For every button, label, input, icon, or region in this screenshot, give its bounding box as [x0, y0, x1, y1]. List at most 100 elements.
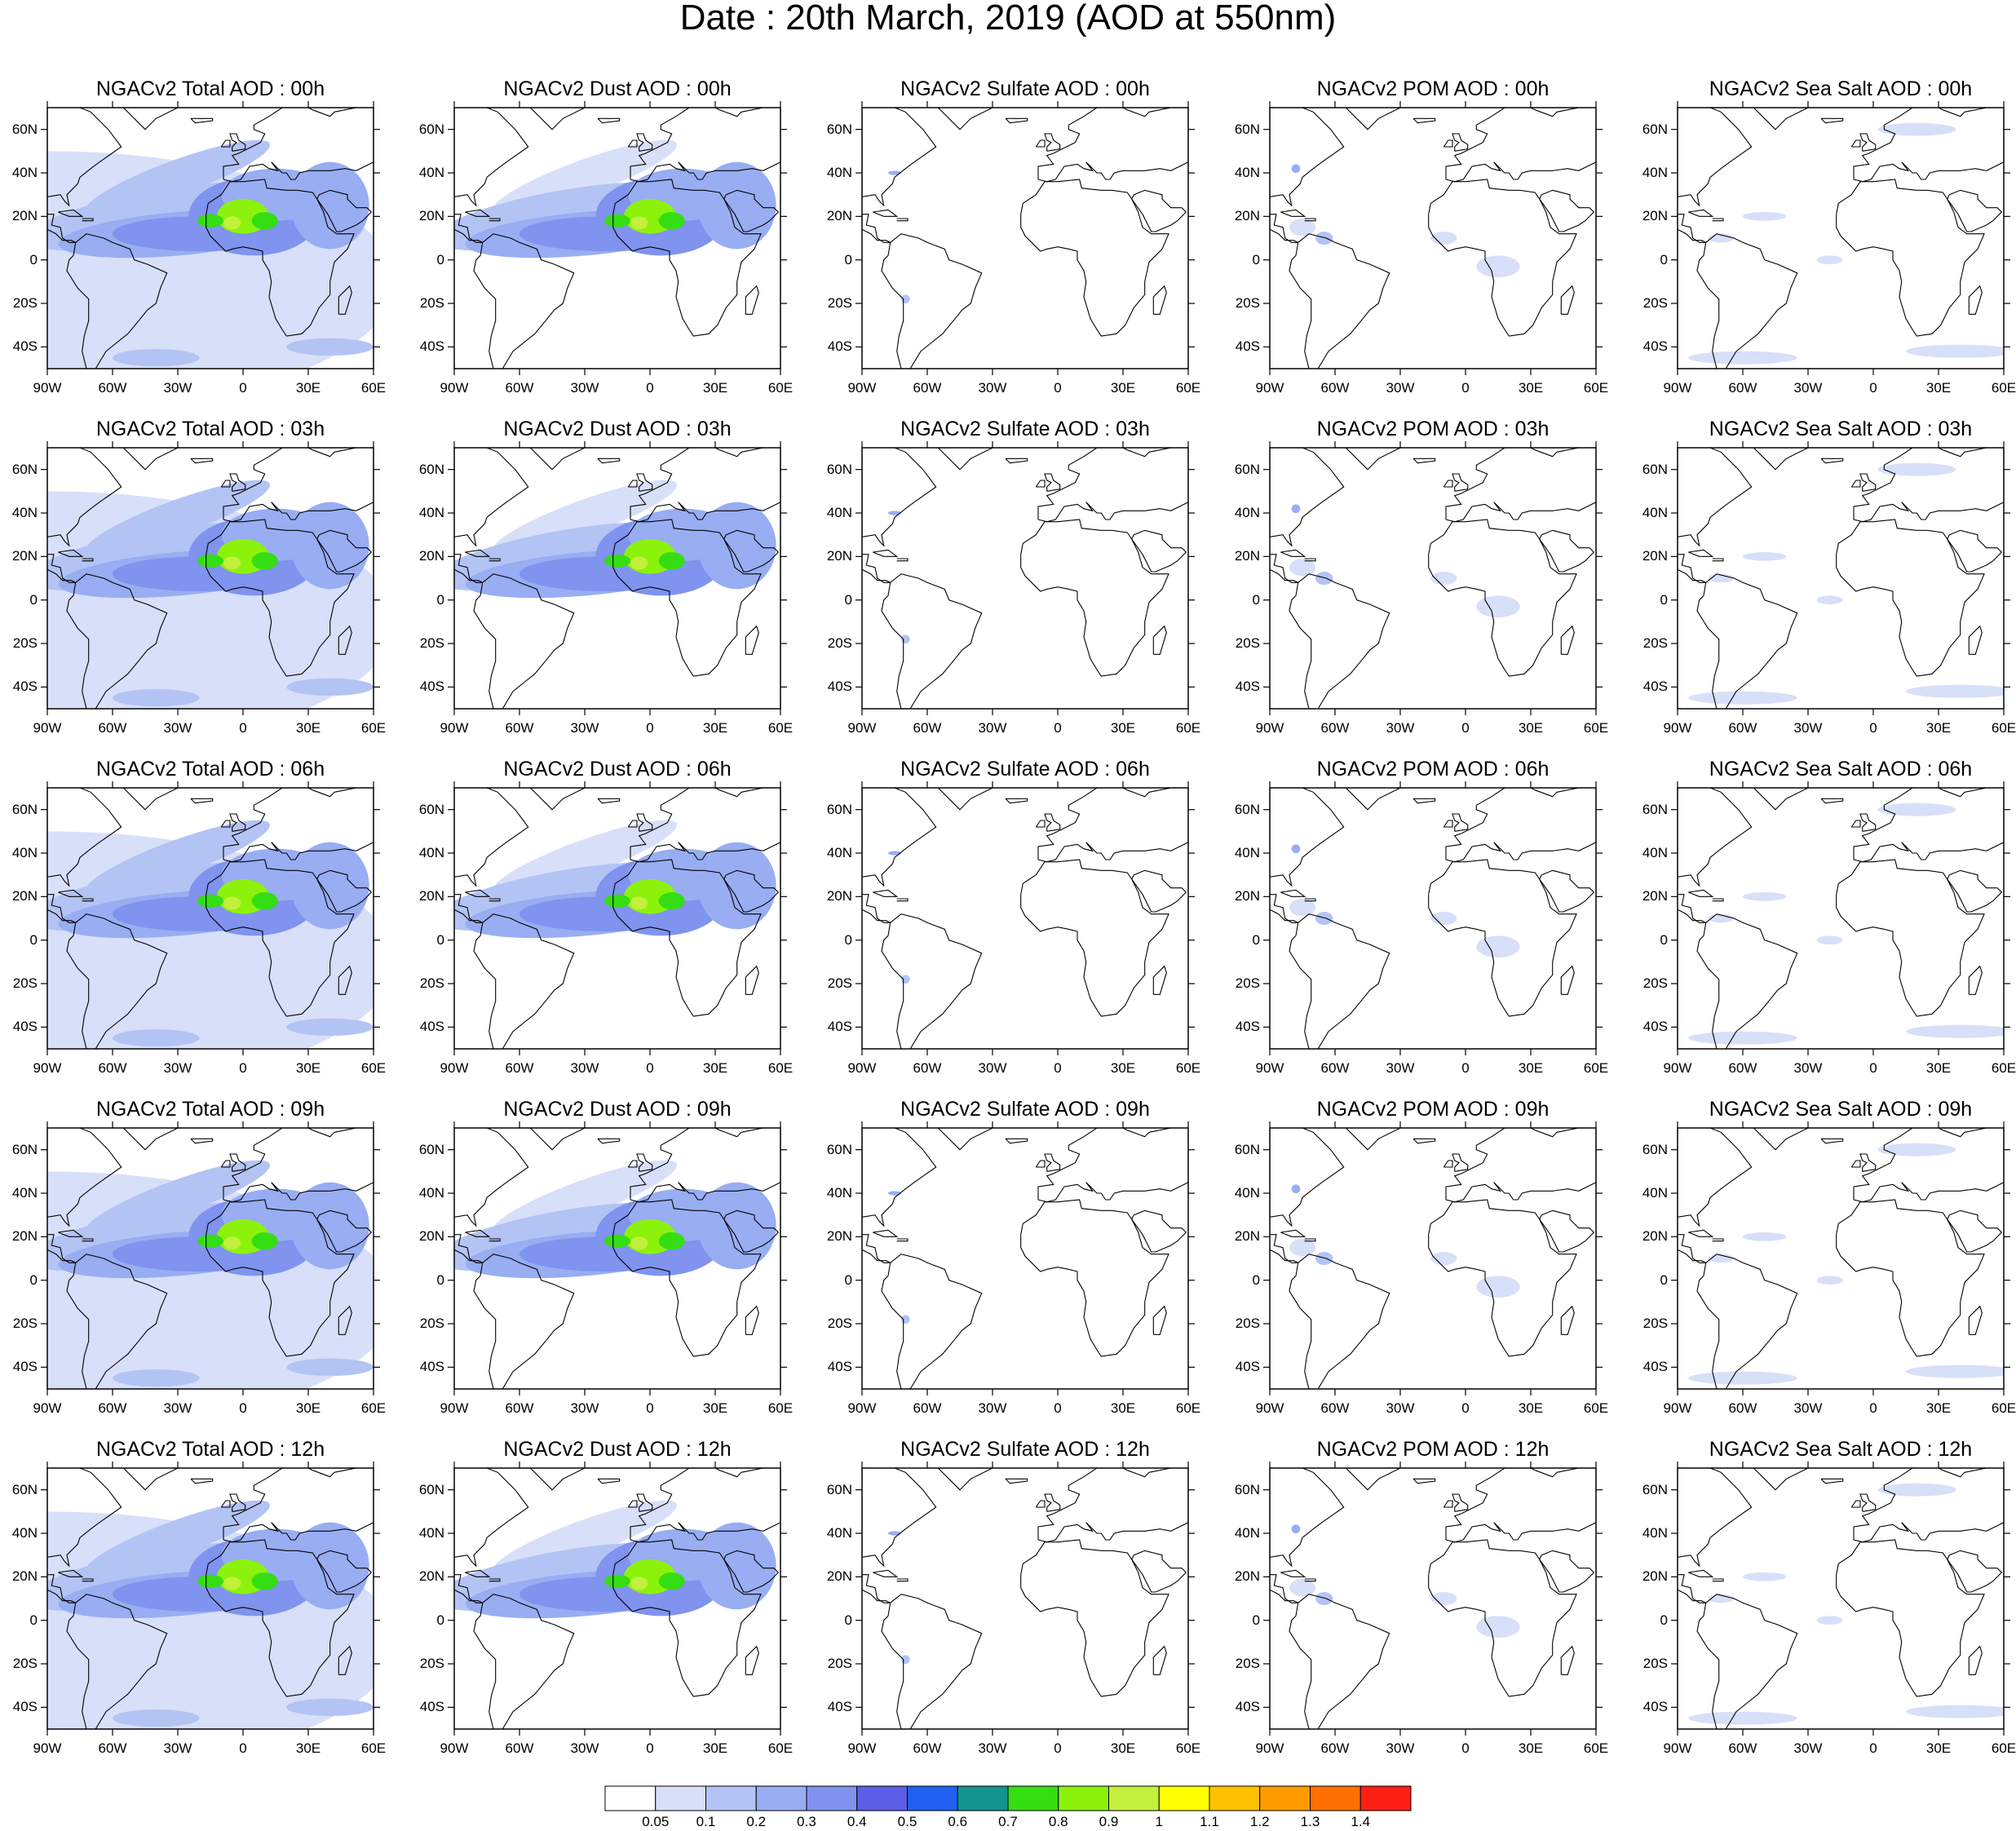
coastline-madagascar: [745, 1305, 759, 1335]
coastline-madagascar: [1968, 285, 1983, 315]
map-frame: [46, 1127, 374, 1390]
lon-tick-label: 90W: [847, 1060, 877, 1076]
lon-tick-label: 30E: [295, 720, 321, 736]
coastline-britain: [1859, 1493, 1877, 1512]
lat-tick-label: 0: [29, 931, 38, 948]
aod-field: [1289, 899, 1315, 917]
lon-tick-label: 60W: [1728, 1400, 1757, 1416]
coastline-ireland: [627, 1500, 638, 1508]
colorbar-swatch: [604, 1785, 657, 1811]
coastline-britain: [1452, 813, 1469, 832]
coastline-europe: [1853, 1128, 2004, 1203]
lat-tick-label: 40N: [11, 1525, 38, 1541]
map-frame: [1269, 787, 1597, 1050]
colorbar-label: 0.7: [998, 1814, 1018, 1829]
lat-tick-label: 40N: [1234, 845, 1260, 860]
lon-tick-label: 30E: [702, 1740, 728, 1756]
lat-tick-label: 0: [29, 251, 38, 268]
coastline-arabia: [1131, 1210, 1187, 1253]
coastline-europe: [1037, 108, 1188, 183]
lon-tick-label: 90W: [847, 1740, 877, 1756]
lon-tick-label: 0: [239, 380, 247, 396]
coastline-greenland: [1717, 1128, 1809, 1151]
lon-tick-label: 30E: [1925, 1740, 1952, 1756]
lat-tick-label: 0: [844, 591, 852, 608]
colorbar-swatch: [856, 1785, 908, 1811]
coastline-madagascar: [745, 1645, 759, 1675]
lon-tick-label: 0: [646, 1740, 654, 1756]
coastline-madagascar: [745, 625, 759, 655]
lon-tick-label: 60E: [360, 380, 387, 396]
lat-tick-label: 20N: [1642, 1228, 1668, 1245]
coastline-northAmerica: [862, 448, 937, 547]
lat-tick-label: 0: [436, 1272, 444, 1288]
lat-tick-label: 20S: [827, 295, 852, 311]
coastline-greenland: [901, 788, 993, 811]
aod-field: [1289, 1579, 1315, 1597]
coastline-caribbean: [1688, 1569, 1714, 1577]
coastline-britain: [229, 1493, 246, 1512]
coastline-europe: [1037, 1128, 1188, 1203]
aod-field: [658, 1572, 685, 1590]
lat-tick-label: 0: [1660, 1272, 1668, 1288]
lon-tick-label: 90W: [1255, 720, 1284, 736]
lat-tick-label: 20S: [1235, 975, 1260, 991]
coastline-caribbean: [465, 889, 491, 897]
coastline-northAmerica: [1270, 788, 1345, 887]
lon-tick-label: 90W: [33, 720, 62, 736]
map-panel-sulfate-00h: [862, 108, 1188, 369]
aod-field: [1430, 232, 1457, 245]
lon-tick-label: 90W: [33, 1060, 62, 1076]
lon-tick-label: 60W: [98, 1740, 127, 1756]
coastline-caribbean: [1688, 889, 1714, 897]
coastline-ireland: [1443, 820, 1453, 828]
lon-tick-label: 60E: [767, 1060, 794, 1076]
aod-field: [1291, 164, 1301, 174]
lon-tick-label: 60W: [505, 1060, 534, 1076]
coastline-iceland: [190, 798, 214, 804]
coastline-hispaniola: [1304, 558, 1316, 562]
lon-tick-label: 30W: [570, 1740, 599, 1756]
lat-tick-label: 20S: [1235, 1656, 1260, 1671]
lat-tick-label: 20S: [827, 1316, 852, 1331]
coastline-northAmerica: [47, 448, 122, 547]
lat-tick-label: 60N: [1234, 121, 1260, 137]
aod-field: [1315, 912, 1333, 925]
coastline-arabia: [1539, 869, 1595, 913]
coastline-africa: [206, 519, 355, 677]
coastline-madagascar: [1152, 285, 1167, 315]
coastline-northAmerica: [1270, 1468, 1345, 1568]
map-frame: [861, 107, 1189, 369]
lat-tick-label: 60N: [11, 1481, 38, 1497]
coastline-iceland: [597, 1138, 621, 1144]
lat-tick-label: 40N: [1642, 505, 1668, 520]
lat-tick-label: 40N: [11, 845, 38, 860]
colorbar-swatch: [755, 1785, 807, 1811]
coastline-greenland: [901, 1468, 993, 1491]
aod-field: [1315, 1252, 1333, 1265]
coastline-iceland: [1005, 458, 1028, 464]
map-panel-total-09h: [47, 1128, 374, 1389]
map-frame: [46, 787, 374, 1050]
coastline-hispaniola: [1304, 218, 1316, 222]
aod-field: [286, 1358, 374, 1377]
coastline-iceland: [1820, 1138, 1844, 1144]
coastline-greenland: [493, 1128, 586, 1151]
lon-tick-label: 30W: [1793, 380, 1823, 396]
aod-field: [197, 1574, 223, 1588]
lon-tick-label: 30W: [978, 1400, 1007, 1416]
aod-field: [113, 1709, 200, 1727]
aod-field: [1743, 892, 1787, 901]
map-panel-sea-salt-03h: [1678, 448, 2004, 709]
coastline-greenland: [493, 788, 586, 811]
lon-tick-label: 0: [239, 720, 247, 736]
coastline-centralAmerica: [862, 894, 891, 923]
aod-field: [604, 1574, 630, 1588]
lon-tick-label: 60E: [1583, 1400, 1609, 1416]
coastline-britain: [1452, 473, 1469, 492]
map-frame: [861, 787, 1189, 1050]
coastline-britain: [636, 813, 653, 832]
coastline-arabia: [723, 529, 780, 573]
lon-tick-label: 60E: [1991, 1740, 2016, 1756]
lon-tick-label: 0: [1461, 1400, 1470, 1416]
